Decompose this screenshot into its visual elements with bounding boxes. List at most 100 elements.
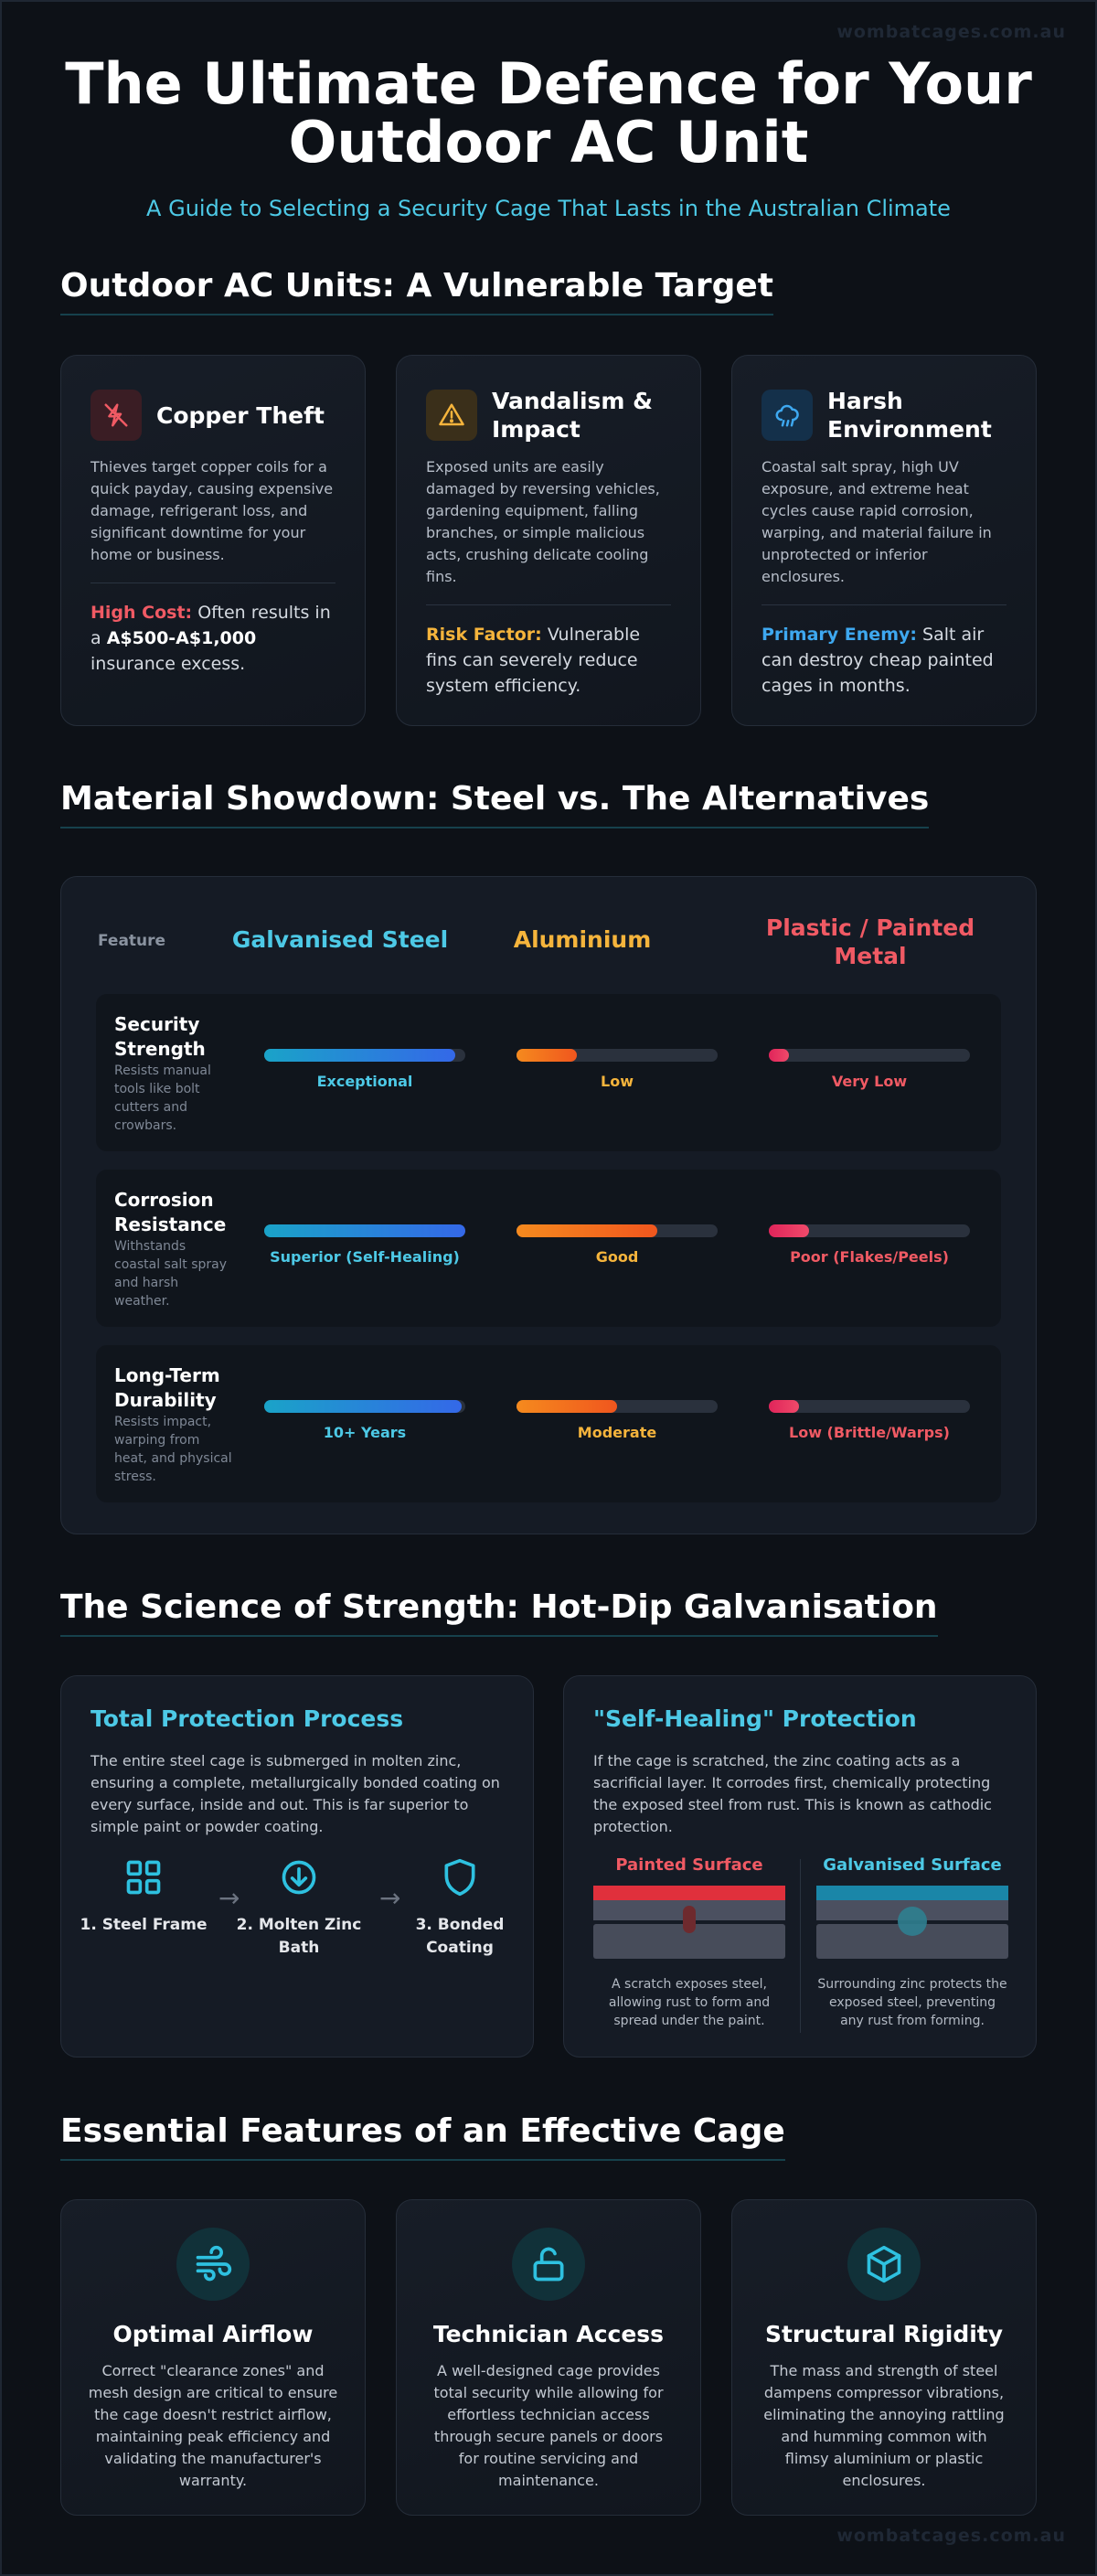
rating-bar-fill bbox=[517, 1400, 617, 1413]
rating-bar-track bbox=[769, 1224, 970, 1237]
threat-note: Risk Factor: Vulnerable fins can severel… bbox=[426, 622, 671, 699]
row-title: Security Strength bbox=[114, 1013, 206, 1060]
feature-description: A well-designed cage provides total secu… bbox=[433, 2362, 664, 2489]
painted-surface-diagram: Painted Surface A scratch exposes steel,… bbox=[593, 1855, 785, 2030]
threat-card-copper-theft: Copper Theft Thieves target copper coils… bbox=[60, 355, 366, 726]
galvanised-surface-caption: Surrounding zinc protects the exposed st… bbox=[817, 1977, 1007, 2028]
rating-bar-track bbox=[264, 1400, 465, 1413]
comparison-row-durability: Long-Term Durability Resists impact, war… bbox=[96, 1345, 1001, 1502]
threat-note-text: Salt air can destroy cheap painted cages… bbox=[762, 625, 994, 696]
unlocked-padlock-icon bbox=[512, 2228, 585, 2301]
galvanised-surface-diagram: Galvanised Surface Surrounding zinc prot… bbox=[816, 1855, 1008, 2030]
rating-label: Exceptional bbox=[316, 1073, 413, 1090]
threat-card-environment: Harsh Environment Coastal salt spray, hi… bbox=[731, 355, 1037, 726]
rating-label: Low bbox=[601, 1073, 634, 1090]
process-title: Total Protection Process bbox=[91, 1705, 404, 1732]
threat-title: Copper Theft bbox=[156, 401, 325, 429]
threat-note: Primary Enemy: Salt air can destroy chea… bbox=[762, 622, 1006, 699]
threat-note-label: Risk Factor: bbox=[426, 625, 542, 645]
watermark-top: wombatcages.com.au bbox=[836, 22, 1066, 42]
column-header-plastic: Plastic / Painted Metal bbox=[765, 914, 975, 969]
section-title-materials: Material Showdown: Steel vs. The Alterna… bbox=[60, 780, 930, 828]
grid-icon bbox=[80, 1857, 208, 1901]
rating-bar-fill bbox=[264, 1224, 465, 1237]
page-title-line-2: Outdoor AC Unit bbox=[288, 109, 809, 176]
process-steps: 1. Steel Frame → 2. Molten Zinc Bath → 3… bbox=[80, 1857, 518, 1967]
row-description: Resists impact, warping from heat, and p… bbox=[114, 1415, 232, 1484]
rating-label: Moderate bbox=[577, 1424, 657, 1441]
rating-bar-track bbox=[517, 1049, 718, 1062]
rating-bar-fill bbox=[264, 1049, 455, 1062]
feature-column-header: Feature bbox=[98, 932, 166, 950]
self-healing-title: "Self-Healing" Protection bbox=[593, 1705, 917, 1732]
row-title: Long-Term Durability bbox=[114, 1364, 220, 1411]
threat-description: Coastal salt spray, high UV exposure, an… bbox=[762, 458, 992, 585]
arrow-right-icon: → bbox=[218, 1883, 240, 1913]
feature-title: Technician Access bbox=[432, 2321, 665, 2347]
painted-surface-title: Painted Surface bbox=[615, 1855, 763, 1875]
divider bbox=[800, 1859, 801, 2033]
threat-title: Harsh Environment bbox=[827, 388, 992, 443]
rating-bar-fill bbox=[264, 1400, 462, 1413]
self-healing-description: If the cage is scratched, the zinc coati… bbox=[593, 1752, 992, 1835]
threat-description: Exposed units are easily damaged by reve… bbox=[426, 458, 660, 585]
page-subtitle: A Guide to Selecting a Security Cage Tha… bbox=[146, 196, 951, 221]
rating-label: Very Low bbox=[831, 1073, 908, 1090]
threat-card-vandalism: Vandalism & Impact Exposed units are eas… bbox=[396, 355, 701, 726]
rating-label: Poor (Flakes/Peels) bbox=[790, 1248, 949, 1266]
rating-bar-track bbox=[769, 1400, 970, 1413]
rating-bar-track bbox=[264, 1049, 465, 1062]
arrow-right-icon: → bbox=[379, 1883, 401, 1913]
comparison-row-security: Security Strength Resists manual tools l… bbox=[96, 994, 1001, 1151]
rating-label: Good bbox=[595, 1248, 639, 1266]
feature-card-technician-access: Technician Access A well-designed cage p… bbox=[396, 2199, 701, 2516]
section-title-features: Essential Features of an Effective Cage bbox=[60, 2112, 785, 2161]
threat-note-text: Vulnerable fins can severely reduce syst… bbox=[426, 625, 641, 696]
painted-layers bbox=[593, 1886, 785, 1962]
page-title: The Ultimate Defence for Your Outdoor AC… bbox=[0, 55, 1097, 172]
rating-bar-fill bbox=[517, 1224, 657, 1237]
process-step-zinc-bath: 2. Molten Zinc Bath bbox=[235, 1857, 363, 1960]
hero: The Ultimate Defence for Your Outdoor AC… bbox=[0, 55, 1097, 222]
painted-surface-caption: A scratch exposes steel, allowing rust t… bbox=[608, 1977, 771, 2028]
feature-description: Correct "clearance zones" and mesh desig… bbox=[88, 2362, 338, 2489]
rating-bar-track bbox=[517, 1400, 718, 1413]
cube-icon bbox=[847, 2228, 921, 2301]
arrow-down-circle-icon bbox=[235, 1857, 363, 1901]
process-description: The entire steel cage is submerged in mo… bbox=[91, 1752, 500, 1835]
row-description: Resists manual tools like bolt cutters a… bbox=[114, 1064, 211, 1133]
threat-note-label: High Cost: bbox=[91, 603, 193, 623]
section-title-science: The Science of Strength: Hot-Dip Galvani… bbox=[60, 1588, 938, 1637]
storm-cloud-icon bbox=[762, 390, 813, 441]
rating-bar-track bbox=[264, 1224, 465, 1237]
self-healing-card: "Self-Healing" Protection If the cage is… bbox=[563, 1675, 1037, 2058]
process-step-label: 2. Molten Zinc Bath bbox=[236, 1916, 362, 1957]
shield-icon bbox=[396, 1857, 524, 1901]
threat-description: Thieves target copper coils for a quick … bbox=[91, 458, 334, 563]
process-step-label: 1. Steel Frame bbox=[80, 1916, 208, 1934]
warning-triangle-icon bbox=[426, 390, 477, 441]
threat-note: High Cost: Often results in a A$500-A$1,… bbox=[91, 600, 335, 677]
process-card: Total Protection Process The entire stee… bbox=[60, 1675, 534, 2058]
threat-note-cost: A$500-A$1,000 bbox=[106, 628, 257, 648]
section-title-threats: Outdoor AC Units: A Vulnerable Target bbox=[60, 267, 773, 315]
feature-card-rigidity: Structural Rigidity The mass and strengt… bbox=[731, 2199, 1037, 2516]
rating-bar-fill bbox=[769, 1400, 799, 1413]
threat-note-text: Often results in a bbox=[91, 603, 331, 648]
process-step-label: 3. Bonded Coating bbox=[415, 1916, 505, 1957]
wind-icon bbox=[176, 2228, 250, 2301]
rating-bar-track bbox=[769, 1049, 970, 1062]
threat-title: Vandalism & Impact bbox=[492, 388, 653, 443]
page-title-line-1: The Ultimate Defence for Your bbox=[65, 50, 1032, 117]
divider bbox=[762, 604, 1006, 605]
divider bbox=[426, 604, 671, 605]
rating-bar-fill bbox=[769, 1224, 809, 1237]
rating-bar-track bbox=[517, 1224, 718, 1237]
rating-label: Low (Brittle/Warps) bbox=[789, 1424, 950, 1441]
rating-bar-fill bbox=[517, 1049, 577, 1062]
rating-bar-fill bbox=[769, 1049, 789, 1062]
threat-note-label: Primary Enemy: bbox=[762, 625, 917, 645]
material-comparison-table: Feature Galvanised Steel Aluminium Plast… bbox=[60, 876, 1037, 1534]
row-title: Corrosion Resistance bbox=[114, 1189, 227, 1235]
